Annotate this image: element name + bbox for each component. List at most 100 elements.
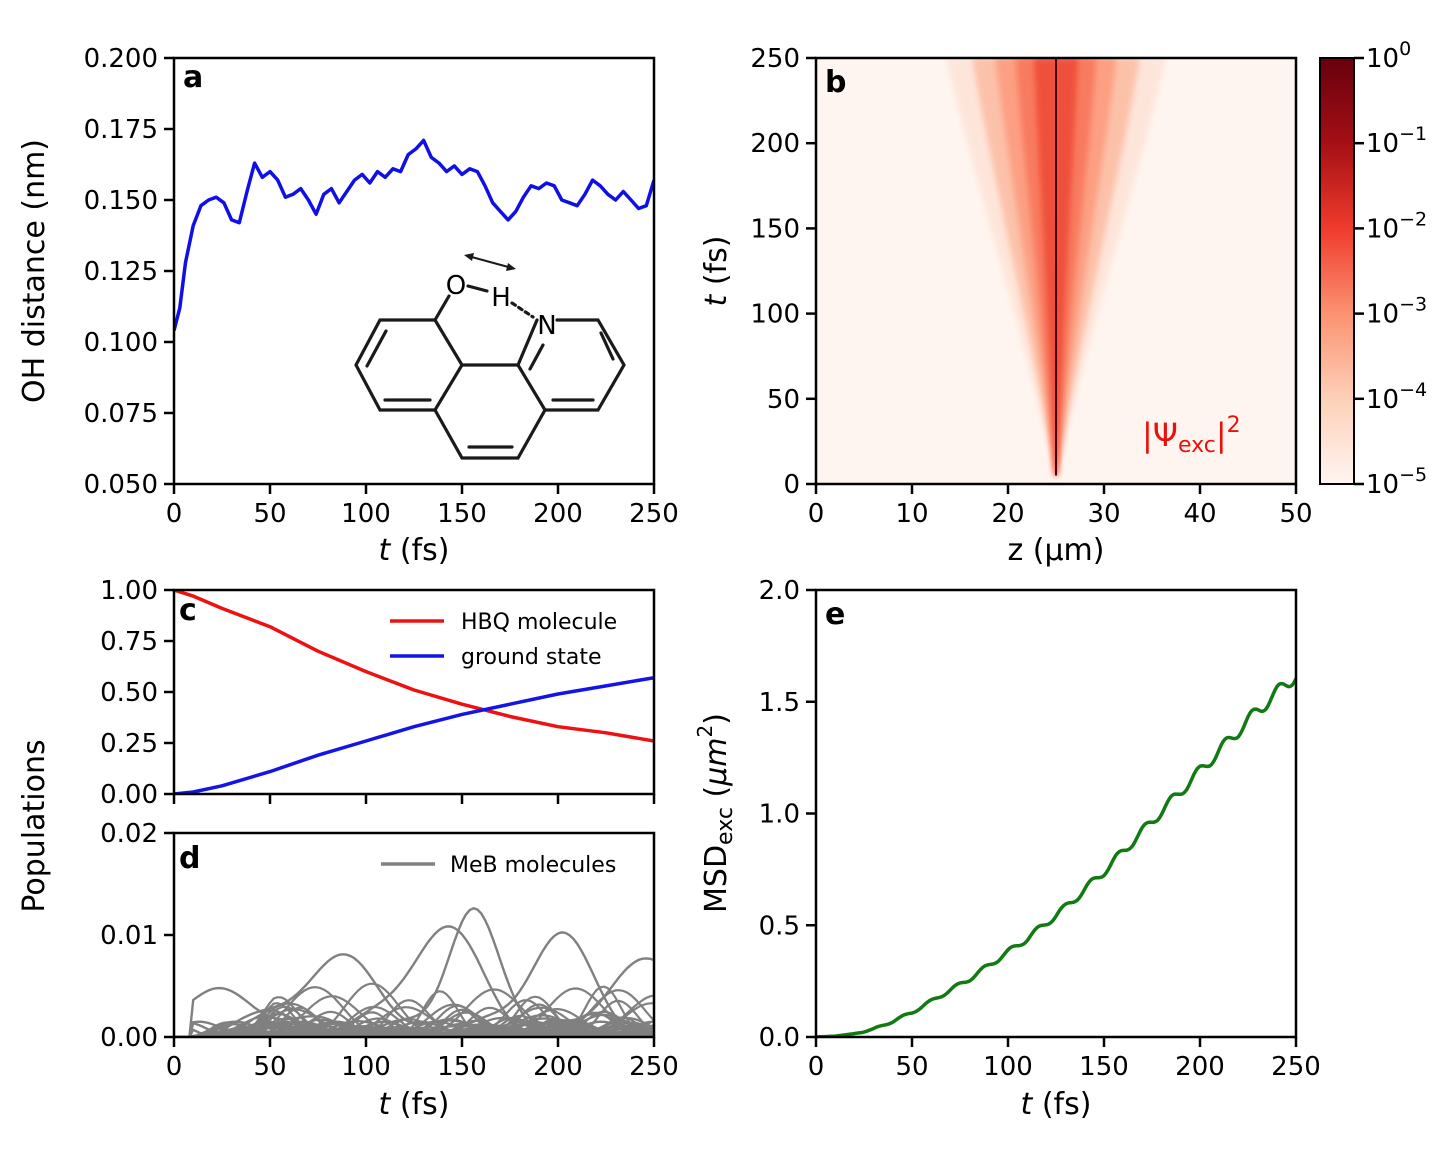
panel-b-xtick-label: 10 <box>895 499 928 529</box>
colorbar-tick-label: 10−4 <box>1366 379 1427 415</box>
panel-a-ticks: 0.050 0.075 0.100 0.125 0.150 0.175 0.200 0 50 10… <box>84 44 679 529</box>
panel-a-xtick-label: 50 <box>253 499 286 529</box>
colorbar-tick-label: 100 <box>1366 38 1411 74</box>
populations-ylabel: Populations <box>17 739 52 912</box>
panel-e-ytick-label: 0.0 <box>759 1023 800 1053</box>
panel-a-ytick-label: 0.100 <box>84 328 158 358</box>
molecule-double-bond <box>599 331 615 361</box>
panel-b-ytick-label: 50 <box>767 385 800 415</box>
meb-population-peak-line <box>174 925 654 1037</box>
panel-d-xtick-label: 200 <box>533 1052 583 1082</box>
panel-c-ytick-label: 0.75 <box>100 627 158 657</box>
molecule-double-bond <box>528 343 545 371</box>
panel-a-label: a <box>183 60 203 95</box>
panel-d-xtick-label: 250 <box>629 1052 679 1082</box>
molecule-bond-c-o <box>433 294 451 322</box>
panel-a-xtick-label: 150 <box>437 499 487 529</box>
panel-b-ytick-label: 0 <box>783 470 800 500</box>
panel-a-xtick-label: 100 <box>341 499 391 529</box>
molecule-double-bond <box>365 329 388 368</box>
panel-b-xlabel: z (μm) <box>1007 533 1104 568</box>
panel-a-xtick-label: 0 <box>166 499 183 529</box>
panel-e-xtick-label: 250 <box>1271 1052 1321 1082</box>
panel-c: 0.00 0.25 0.50 0.75 1.00 c HBQ molecule grou… <box>100 576 656 810</box>
panel-b-ticks: 0 50 100 150 200 250 0 10 20 30 40 50 <box>750 44 1312 529</box>
hbq-molecule-structure <box>354 255 626 460</box>
oh-distance-line <box>174 138 654 332</box>
legend-hbq-label: HBQ molecule <box>461 610 617 635</box>
meb-population-peak-line <box>174 957 654 1037</box>
panel-e-plot-area <box>816 677 1296 1037</box>
molecule-bond-cn <box>516 318 539 367</box>
meb-population-line <box>174 1027 654 1037</box>
panel-a-xtick-label: 250 <box>629 499 679 529</box>
colorbar-tick-label: 10−3 <box>1366 294 1427 330</box>
molecule-arrowhead-left <box>464 253 474 261</box>
panel-c-plot-area <box>174 590 654 794</box>
molecule-atom-o: O <box>446 271 466 301</box>
panel-a-xlabel: t (fs) <box>379 533 450 568</box>
panel-e-ylabel: MSDexc (μm2) <box>693 713 738 913</box>
ground-state-population-line <box>174 675 654 794</box>
panel-b-xtick-label: 30 <box>1087 499 1120 529</box>
panel-e-ytick-label: 1.5 <box>759 688 800 718</box>
panel-e-frame <box>814 588 1298 1039</box>
colorbar-tick-label: 10−2 <box>1366 208 1427 244</box>
panel-a: 0.050 0.075 0.100 0.125 0.150 0.175 0.200 0 50 10… <box>17 44 679 568</box>
molecule-arrowhead-right <box>506 263 516 271</box>
panel-d-ticks: 0.00 0.01 0.02 0 50 100 150 200 250 <box>100 819 679 1082</box>
colorbar-ticks: 100 10−1 10−2 10−3 10−4 10−5 <box>1354 38 1427 500</box>
molecule-hydrogen-bond <box>510 301 535 319</box>
panel-e-ytick-label: 0.5 <box>759 911 800 941</box>
legend-meb-label: MeB molecules <box>450 853 616 878</box>
panel-c-ytick-label: 1.00 <box>100 576 158 606</box>
panel-c-ytick-label: 0.25 <box>100 729 158 759</box>
panel-e-xtick-label: 0 <box>808 1052 825 1082</box>
panel-a-ytick-label: 0.050 <box>84 470 158 500</box>
panel-d: 0.00 0.01 0.02 0 50 100 150 200 250 d MeB molecu… <box>17 739 679 1122</box>
molecule-ring-left <box>354 318 464 412</box>
hbq-population-line <box>174 590 654 743</box>
panel-e-xtick-label: 50 <box>895 1052 928 1082</box>
panel-b-xtick-label: 0 <box>808 499 825 529</box>
molecule-atom-h: H <box>491 283 511 313</box>
panel-e-xtick-label: 150 <box>1079 1052 1129 1082</box>
panel-e-xlabel: t (fs) <box>1021 1087 1092 1122</box>
colorbar-tick-label: 10−1 <box>1366 123 1427 159</box>
panel-a-plot-area <box>174 138 654 332</box>
panel-d-ytick-label: 0.02 <box>100 819 158 849</box>
panel-a-ytick-label: 0.075 <box>84 399 158 429</box>
heatmap-plot-area <box>946 58 1166 476</box>
panel-b-ytick-label: 150 <box>750 214 800 244</box>
panel-b-xtick-label: 20 <box>991 499 1024 529</box>
panel-e-label: e <box>825 597 845 632</box>
panel-e-ytick-label: 2.0 <box>759 576 800 606</box>
panel-a-ytick-label: 0.125 <box>84 257 158 287</box>
panel-a-ytick-label: 0.175 <box>84 115 158 145</box>
panel-d-plot-area <box>174 907 654 1037</box>
panel-a-ytick-label: 0.200 <box>84 44 158 74</box>
msd-line <box>816 677 1296 1037</box>
panel-a-ylabel: OH distance (nm) <box>17 139 52 403</box>
panel-b-frame <box>814 56 1298 486</box>
molecule-ring-middle <box>433 408 547 460</box>
colorbar <box>1319 57 1355 485</box>
molecule-atom-n: N <box>537 311 556 341</box>
panel-e-ytick-label: 1.0 <box>759 800 800 830</box>
panel-d-xtick-label: 0 <box>166 1052 183 1082</box>
panel-c-label: c <box>179 593 197 628</box>
meb-population-peak-line <box>174 931 654 1037</box>
panel-e: 0.00.51.01.52.00 50 100 150 200 250 e t (fs) … <box>693 576 1321 1122</box>
colorbar-tick-label: 10−5 <box>1366 464 1427 500</box>
panel-a-frame <box>172 56 656 486</box>
molecule-bond-o-h <box>466 284 489 293</box>
panel-e-ticks: 0.0 0.5 1.0 1.5 2.0 0 50 100 150 200 250 <box>759 576 1321 1082</box>
panel-b-ytick-label: 100 <box>750 300 800 330</box>
panel-d-xlabel: t (fs) <box>379 1087 450 1122</box>
molecule-double-arrow <box>467 255 513 269</box>
panel-e-xtick-label: 100 <box>983 1052 1033 1082</box>
panel-b-ylabel: t (fs) <box>699 236 734 307</box>
panel-d-ytick-label: 0.01 <box>100 921 158 951</box>
panel-d-ytick-label: 0.00 <box>100 1023 158 1053</box>
